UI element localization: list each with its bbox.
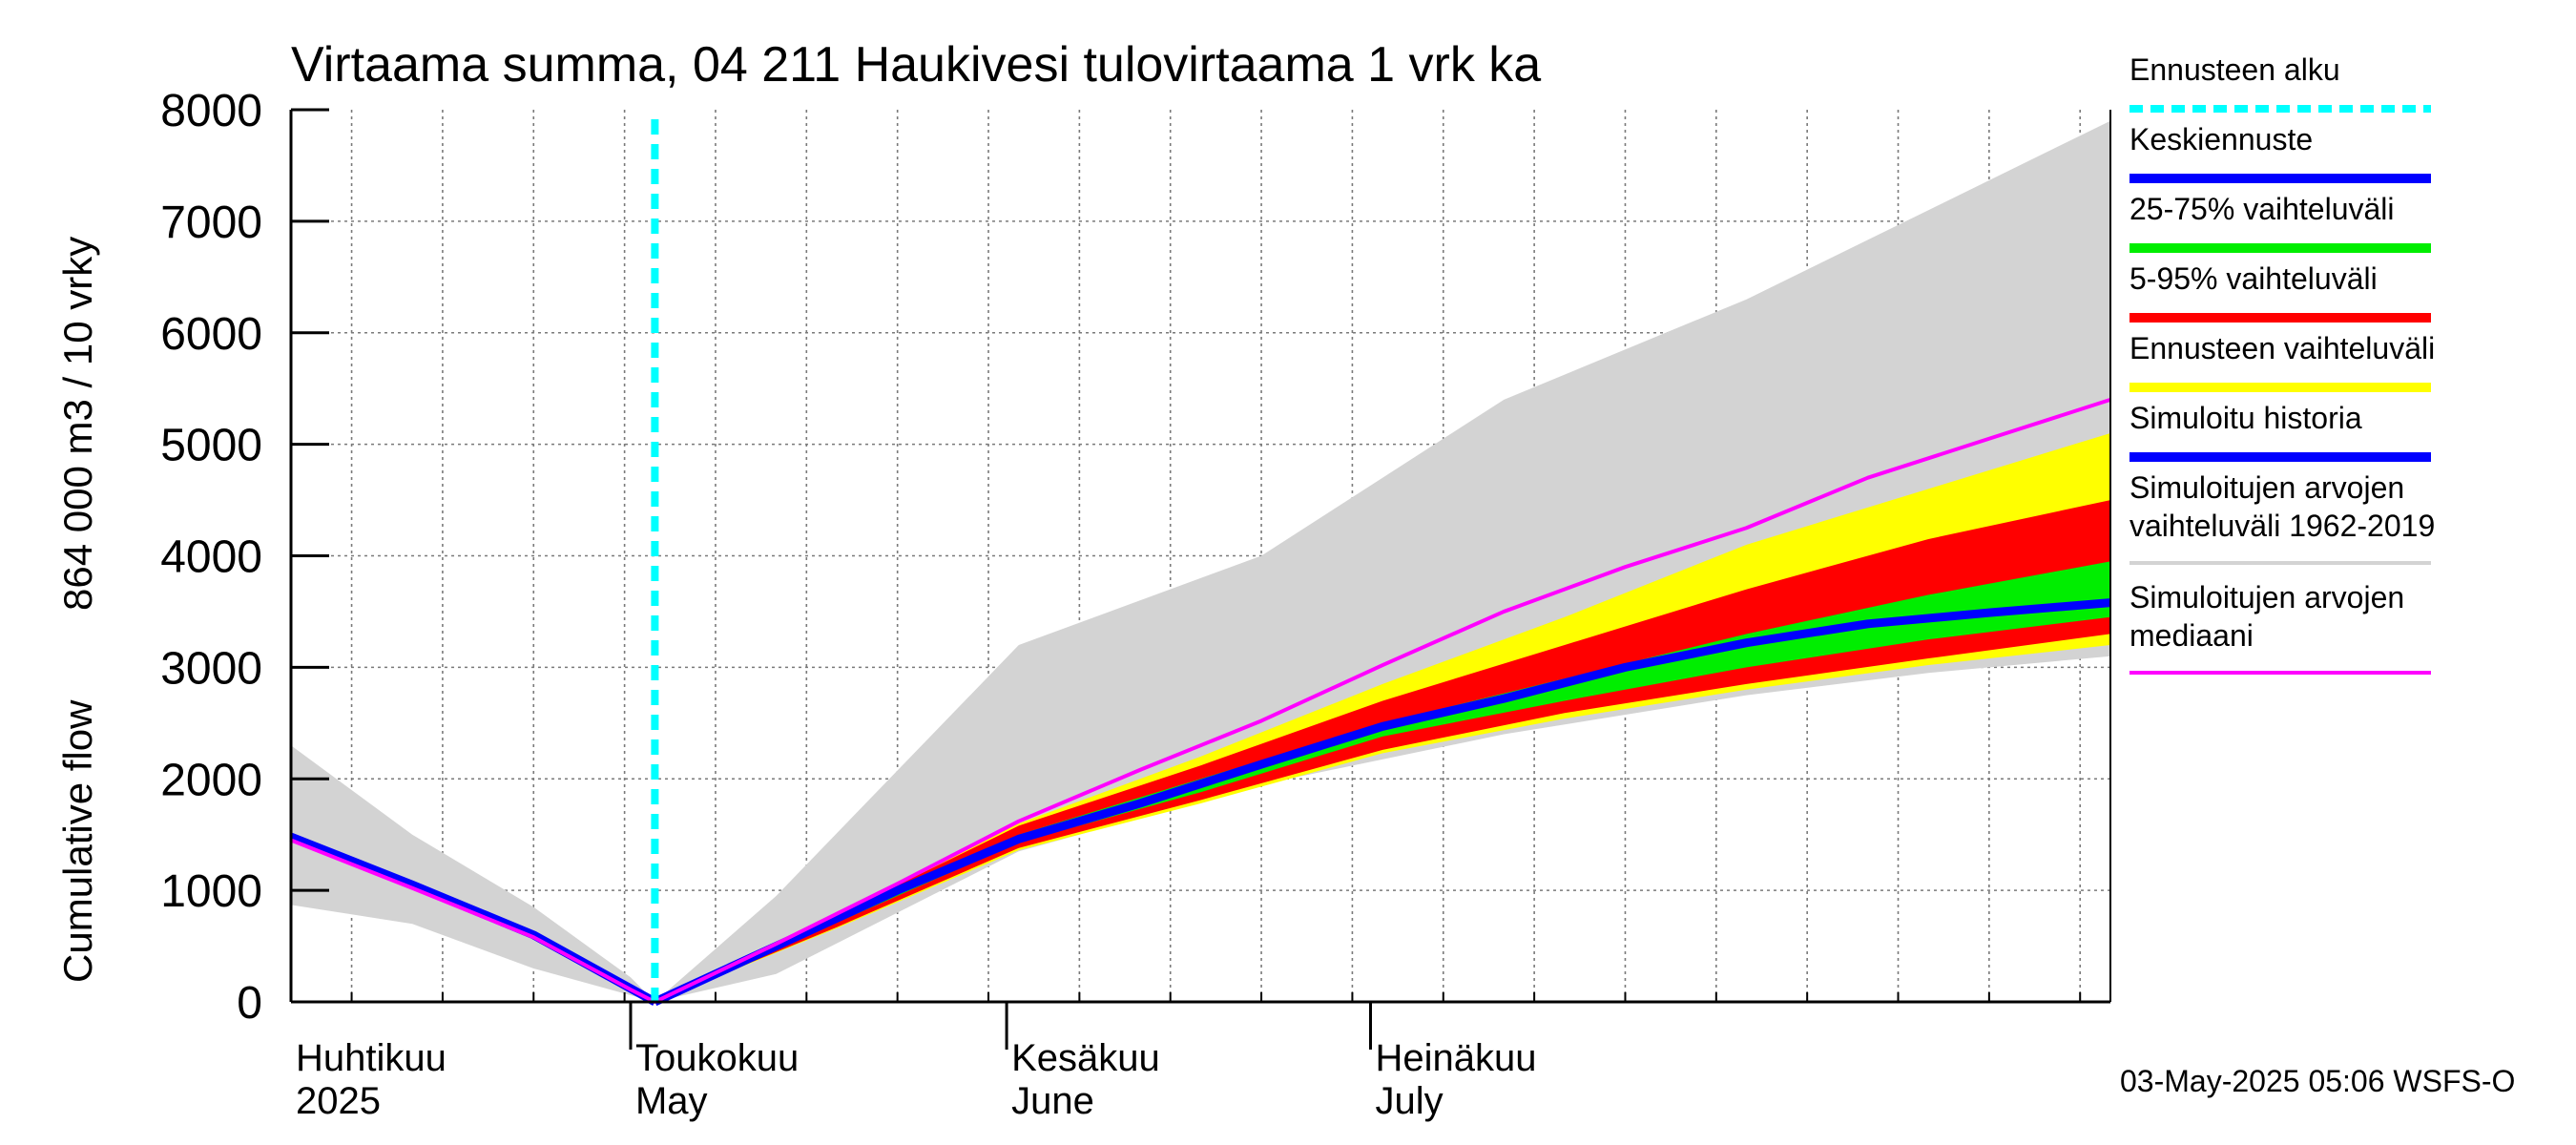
band-p25-75 (654, 561, 2110, 1002)
y-tick-label: 2000 (160, 755, 262, 805)
series-lines (289, 119, 2111, 1007)
legend-label: Simuloitujen arvojen (2129, 470, 2404, 505)
legend-label: Keskiennuste (2129, 122, 2313, 156)
y-tick-label: 4000 (160, 532, 262, 583)
legend-label: 25-75% vaihteluväli (2129, 192, 2395, 226)
month-label: Heinäkuu (1375, 1037, 1536, 1079)
line-mean-forecast (653, 598, 2111, 1007)
legend-label: Ennusteen vaihteluväli (2129, 331, 2435, 365)
month-sublabel: June (1011, 1080, 1094, 1122)
month-sublabel: July (1375, 1080, 1443, 1122)
legend-label: Simuloitu historia (2129, 401, 2362, 435)
y-tick-label: 7000 (160, 198, 262, 248)
legend: Ennusteen alku Keskiennuste 25-75% vaihtel… (2129, 52, 2435, 675)
line-median (290, 397, 2111, 1004)
month-label: Toukokuu (635, 1037, 799, 1079)
legend-label-line2: mediaani (2129, 618, 2254, 653)
month-label: Kesäkuu (1011, 1037, 1160, 1079)
y-tick-label: 8000 (160, 86, 262, 136)
y-tick-label: 0 (237, 978, 262, 1029)
month-label: Huhtikuu (296, 1037, 447, 1079)
band-areas (291, 120, 2110, 1002)
y-axis-label-primary: Cumulative flow (55, 699, 100, 983)
band-p5-95 (654, 500, 2110, 1002)
month-sublabel: May (635, 1080, 708, 1122)
y-tick-label: 6000 (160, 309, 262, 360)
legend-label-line2: vaihteluväli 1962-2019 (2129, 509, 2435, 543)
legend-label: Simuloitujen arvojen (2129, 580, 2404, 614)
y-axis: 0 1000 2000 3000 4000 5000 6000 7000 8000 (160, 86, 329, 1029)
y-axis-label-units: 864 000 m3 / 10 vrky (55, 237, 100, 611)
footer-timestamp: 03-May-2025 05:06 WSFS-O (2120, 1064, 2515, 1098)
legend-label: 5-95% vaihteluväli (2129, 261, 2378, 296)
band-hist-range (291, 120, 2110, 1002)
chart-title: Virtaama summa, 04 211 Haukivesi tulovir… (291, 37, 1541, 93)
y-tick-label: 1000 (160, 866, 262, 917)
month-sublabel: 2025 (296, 1080, 381, 1122)
y-tick-label: 5000 (160, 421, 262, 471)
y-tick-label: 3000 (160, 643, 262, 694)
legend-label: Ennusteen alku (2129, 52, 2340, 87)
